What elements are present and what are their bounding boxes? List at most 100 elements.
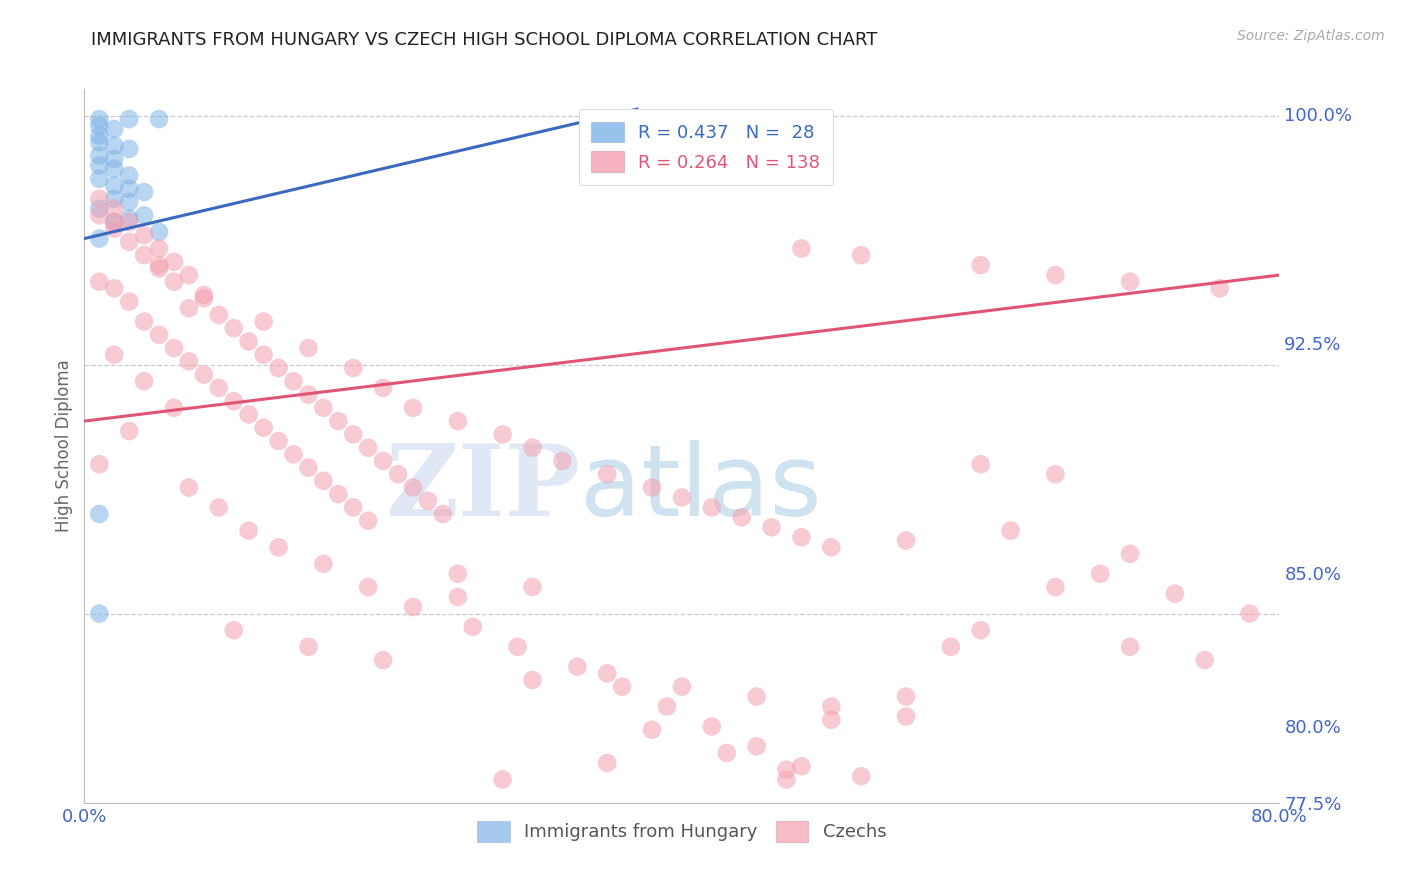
Point <box>416 493 439 508</box>
Point <box>342 427 364 442</box>
Point <box>238 334 260 349</box>
Point <box>745 739 768 754</box>
Point <box>89 275 111 289</box>
Point <box>447 590 470 604</box>
Point <box>790 242 813 256</box>
Point <box>222 394 245 409</box>
Point <box>283 447 305 461</box>
Point <box>89 607 111 621</box>
Point <box>1090 566 1112 581</box>
Point <box>1045 580 1067 594</box>
Point <box>132 248 156 262</box>
Point <box>89 171 111 186</box>
Point <box>596 467 619 482</box>
Point <box>89 148 111 162</box>
Point <box>177 354 200 368</box>
Point <box>103 221 125 235</box>
Point <box>118 211 141 226</box>
Legend: Immigrants from Hungary, Czechs: Immigrants from Hungary, Czechs <box>468 812 896 851</box>
Point <box>1045 268 1067 282</box>
Point <box>939 640 962 654</box>
Point <box>89 231 111 245</box>
Point <box>1239 607 1261 621</box>
Point <box>89 507 111 521</box>
Point <box>312 557 335 571</box>
Point <box>103 202 125 216</box>
Point <box>820 699 842 714</box>
Point <box>89 159 111 173</box>
Point <box>612 680 634 694</box>
Text: atlas: atlas <box>581 441 823 537</box>
Point <box>208 500 231 515</box>
Text: Source: ZipAtlas.com: Source: ZipAtlas.com <box>1237 29 1385 43</box>
Point <box>297 460 319 475</box>
Point <box>103 122 125 136</box>
Point <box>132 374 156 388</box>
Point <box>328 487 350 501</box>
Point <box>89 192 111 206</box>
Point <box>89 128 111 143</box>
Point <box>731 510 754 524</box>
Point <box>163 254 186 268</box>
Point <box>297 387 319 401</box>
Point <box>492 772 515 787</box>
Point <box>745 690 768 704</box>
Point <box>492 427 515 442</box>
Point <box>103 152 125 166</box>
Point <box>373 454 395 468</box>
Point <box>447 566 470 581</box>
Point <box>163 341 186 355</box>
Point <box>103 178 125 193</box>
Point <box>894 709 917 723</box>
Point <box>700 719 723 733</box>
Point <box>1000 524 1022 538</box>
Point <box>103 215 125 229</box>
Point <box>970 624 993 638</box>
Point <box>700 500 723 515</box>
Point <box>148 242 170 256</box>
Point <box>89 202 111 216</box>
Point <box>103 348 125 362</box>
Point <box>820 540 842 554</box>
Point <box>222 321 245 335</box>
Point <box>1119 640 1142 654</box>
Point <box>238 408 260 422</box>
Point <box>506 640 529 654</box>
Point <box>103 281 125 295</box>
Point <box>641 723 664 737</box>
Point <box>775 772 797 787</box>
Point <box>118 215 141 229</box>
Point <box>163 401 186 415</box>
Point <box>851 248 873 262</box>
Point <box>671 680 693 694</box>
Point <box>118 112 141 126</box>
Point <box>253 421 276 435</box>
Point <box>163 275 186 289</box>
Point <box>522 441 544 455</box>
Point <box>342 500 364 515</box>
Point <box>132 208 156 222</box>
Point <box>970 258 993 272</box>
Point <box>118 424 141 438</box>
Point <box>222 624 245 638</box>
Point <box>790 759 813 773</box>
Point <box>551 454 574 468</box>
Point <box>118 195 141 210</box>
Point <box>297 640 319 654</box>
Point <box>894 533 917 548</box>
Point <box>177 301 200 316</box>
Point <box>1164 587 1187 601</box>
Point <box>103 138 125 153</box>
Point <box>193 368 215 382</box>
Point <box>89 136 111 150</box>
Point <box>118 182 141 196</box>
Point <box>1119 275 1142 289</box>
Point <box>761 520 783 534</box>
Point <box>342 361 364 376</box>
Point <box>432 507 454 521</box>
Point <box>208 308 231 322</box>
Point <box>238 524 260 538</box>
Point <box>373 653 395 667</box>
Point <box>447 414 470 428</box>
Point <box>208 381 231 395</box>
